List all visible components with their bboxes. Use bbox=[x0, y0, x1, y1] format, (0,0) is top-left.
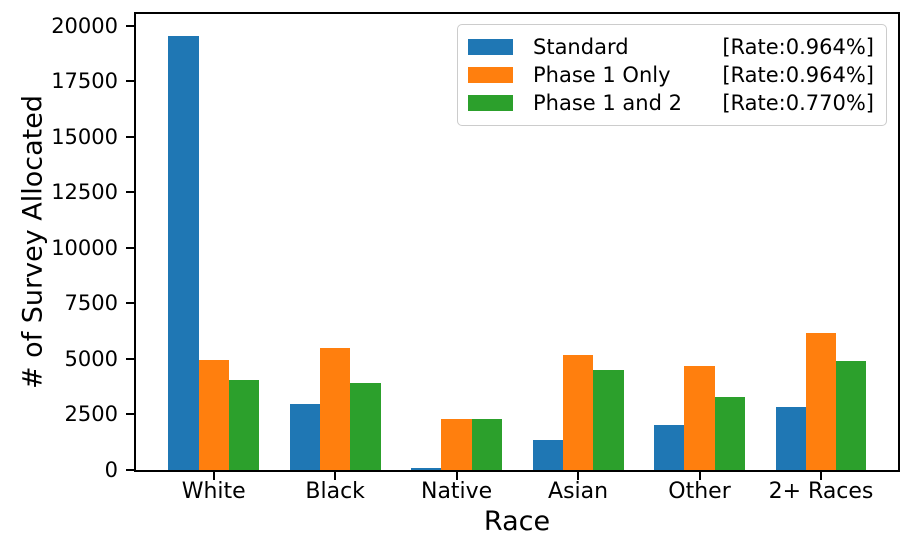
bar-phase-1-only-asian bbox=[562, 355, 594, 470]
x-tick-mark-black bbox=[334, 472, 337, 480]
y-tick-label-17500: 17500 bbox=[51, 69, 118, 94]
x-tick-mark-other bbox=[698, 472, 701, 480]
x-tick-mark-2-races bbox=[820, 472, 822, 480]
legend-swatch-standard bbox=[468, 39, 513, 55]
bar-phase-1-only-native bbox=[441, 419, 472, 470]
y-tick-mark-7500 bbox=[126, 302, 134, 305]
bar-phase-1-only-white bbox=[198, 359, 229, 470]
x-tick-mark-native bbox=[455, 472, 458, 480]
x-tick-label-native: Native bbox=[420, 479, 493, 504]
y-tick-label-12500: 12500 bbox=[51, 180, 118, 205]
y-tick-mark-0 bbox=[126, 469, 134, 471]
x-axis-label: Race bbox=[483, 506, 551, 537]
legend-row-phase-1-only: Phase 1 Only [Rate:0.964%] bbox=[468, 61, 874, 89]
y-tick-mark-10000 bbox=[126, 246, 134, 249]
legend-row-standard: Standard [Rate:0.964%] bbox=[468, 33, 874, 61]
legend: Standard [Rate:0.964%] Phase 1 Only [Rate:0… bbox=[457, 24, 887, 126]
legend-rate-phase-1-only: [Rate:0.964%] bbox=[722, 63, 874, 87]
bar-phase-1-and-2-white bbox=[228, 379, 260, 470]
y-tick-label-0: 0 bbox=[104, 458, 118, 482]
y-tick-mark-15000 bbox=[126, 135, 134, 138]
x-tick-label-black: Black bbox=[305, 479, 365, 504]
legend-row-phase-1-and-2: Phase 1 and 2 [Rate:0.770%] bbox=[468, 89, 874, 117]
x-tick-label-asian: Asian bbox=[548, 479, 609, 504]
x-tick-mark-white bbox=[212, 472, 215, 480]
y-tick-mark-5000 bbox=[126, 357, 134, 360]
bar-standard-white bbox=[168, 36, 199, 470]
bar-phase-1-and-2-2-races bbox=[836, 360, 867, 470]
x-tick-mark-asian bbox=[577, 472, 580, 480]
legend-label-phase-1-and-2: Phase 1 and 2 bbox=[533, 91, 682, 115]
y-tick-label-2500: 2500 bbox=[64, 402, 118, 427]
bar-phase-1-and-2-native bbox=[471, 418, 503, 470]
bar-phase-1-only-black bbox=[320, 347, 351, 470]
y-tick-label-10000: 10000 bbox=[51, 235, 118, 260]
bar-phase-1-and-2-other bbox=[714, 397, 745, 470]
y-tick-label-20000: 20000 bbox=[51, 13, 118, 38]
y-tick-mark-12500 bbox=[126, 191, 134, 194]
bar-phase-1-and-2-asian bbox=[593, 369, 624, 470]
x-tick-label-2-races: 2+ Races bbox=[768, 479, 874, 504]
legend-rate-standard: [Rate:0.964%] bbox=[722, 35, 874, 59]
bar-standard-2-races bbox=[775, 407, 806, 470]
bar-standard-other bbox=[654, 424, 685, 470]
legend-swatch-phase-1-only bbox=[468, 67, 513, 83]
y-tick-mark-2500 bbox=[126, 413, 134, 416]
bar-standard-asian bbox=[532, 440, 563, 470]
bar-phase-1-and-2-black bbox=[350, 383, 381, 470]
y-tick-label-5000: 5000 bbox=[64, 346, 118, 371]
y-tick-mark-17500 bbox=[126, 80, 134, 83]
bar-phase-1-only-2-races bbox=[805, 333, 837, 470]
bar-standard-native bbox=[411, 467, 442, 470]
legend-label-phase-1-only: Phase 1 Only bbox=[533, 63, 671, 87]
y-tick-mark-20000 bbox=[126, 24, 134, 27]
y-tick-label-7500: 7500 bbox=[64, 291, 118, 316]
bar-standard-black bbox=[289, 403, 320, 470]
x-tick-label-white: White bbox=[181, 479, 246, 504]
legend-label-standard: Standard bbox=[533, 35, 629, 59]
y-tick-label-15000: 15000 bbox=[51, 124, 118, 149]
legend-swatch-phase-1-and-2 bbox=[468, 95, 513, 111]
bar-phase-1-only-other bbox=[684, 366, 715, 470]
legend-rate-phase-1-and-2: [Rate:0.770%] bbox=[722, 91, 874, 115]
x-tick-label-other: Other bbox=[668, 479, 731, 504]
